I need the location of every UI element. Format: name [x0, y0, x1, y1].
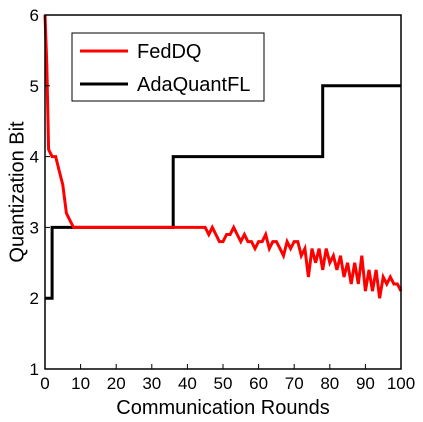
series-layer [43, 14, 403, 300]
x-tick-label: 20 [107, 374, 126, 393]
legend-label-adaquantfl: AdaQuantFL [137, 74, 250, 96]
series-line-adaquantfl [45, 84, 401, 300]
tick-layer: 0 10 20 30 40 50 60 70 80 90 100 1 2 3 4 5 6 [30, 6, 416, 393]
x-tick-label: 10 [71, 374, 90, 393]
x-tick-label: 90 [356, 374, 375, 393]
x-tick-label: 0 [40, 374, 49, 393]
y-axis-title: Quantization Bit [6, 121, 28, 263]
series-line-feddq [43, 14, 403, 299]
y-tick-label: 3 [30, 218, 39, 237]
y-tick-label: 2 [30, 289, 39, 308]
x-tick-label: 80 [320, 374, 339, 393]
x-tick-label: 100 [387, 374, 415, 393]
legend: FedDQ AdaQuantFL [71, 32, 265, 102]
x-tick-label: 50 [214, 374, 233, 393]
y-tick-label: 6 [30, 6, 39, 25]
legend-box [71, 32, 265, 102]
x-tick-label: 30 [142, 374, 161, 393]
y-tick-label: 4 [30, 148, 39, 167]
x-tick-label: 60 [249, 374, 268, 393]
x-tick-label: 40 [178, 374, 197, 393]
y-tick-label: 1 [30, 360, 39, 379]
x-tick-label: 70 [285, 374, 304, 393]
legend-label-feddq: FedDQ [137, 41, 201, 63]
y-tick-label: 5 [30, 77, 39, 96]
x-axis-title: Communication Rounds [116, 397, 329, 419]
